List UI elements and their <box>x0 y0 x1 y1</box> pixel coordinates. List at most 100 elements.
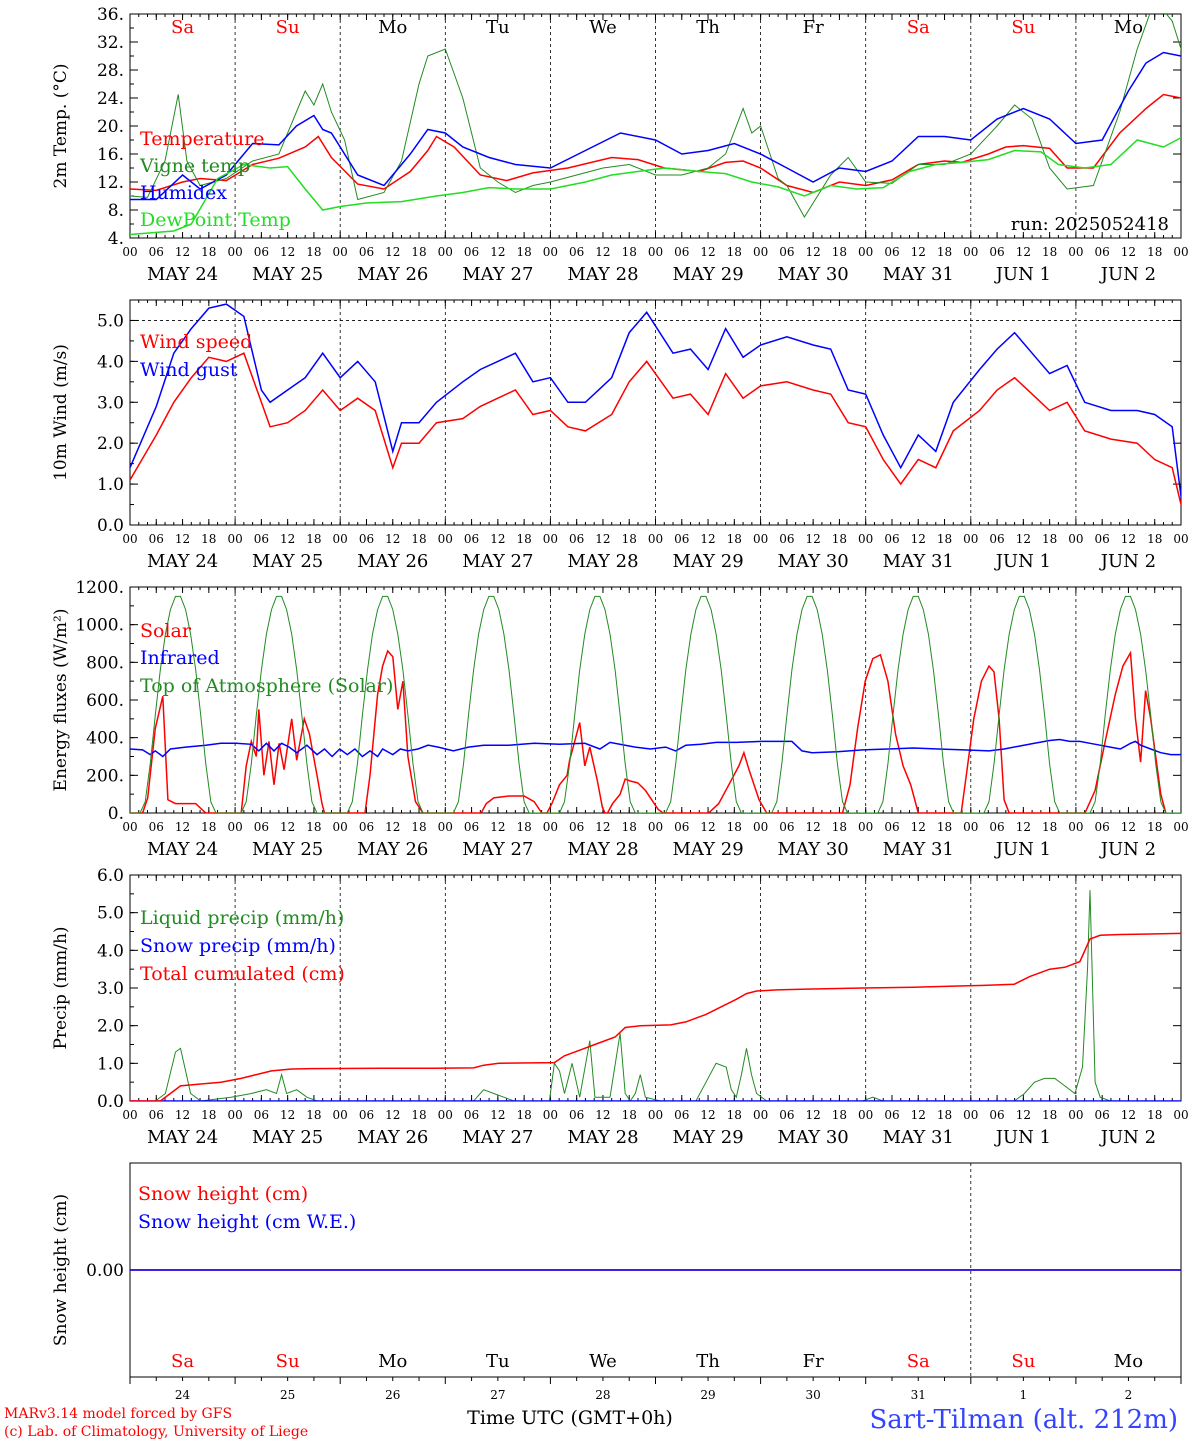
y-tick-label: 1.0 <box>97 475 124 495</box>
hour-tick-label: 00 <box>543 820 558 834</box>
legend-entry: Solar <box>140 620 192 642</box>
weekday-label: Mo <box>1114 17 1143 38</box>
date-label: MAY 24 <box>147 264 218 285</box>
hour-tick-label: 12 <box>595 820 610 834</box>
hour-tick-label: 00 <box>648 1108 663 1122</box>
hour-tick-label: 00 <box>227 1108 242 1122</box>
day-number-label: 26 <box>385 1388 400 1402</box>
hour-tick-label: 12 <box>1121 245 1136 259</box>
hour-tick-label: 18 <box>1042 820 1057 834</box>
hour-tick-label: 00 <box>858 820 873 834</box>
hour-tick-label: 12 <box>490 820 505 834</box>
hour-tick-label: 00 <box>333 245 348 259</box>
hour-tick-label: 18 <box>832 1108 847 1122</box>
hour-tick-label: 18 <box>516 532 531 546</box>
date-label: MAY 28 <box>567 839 638 860</box>
hour-tick-label: 06 <box>989 1108 1004 1122</box>
date-label: MAY 26 <box>357 839 428 860</box>
hour-tick-label: 06 <box>149 1108 164 1122</box>
hour-tick-label: 00 <box>227 532 242 546</box>
hour-tick-label: 00 <box>858 245 873 259</box>
hour-tick-label: 06 <box>359 532 374 546</box>
weekday-label: We <box>589 17 617 38</box>
hour-tick-label: 12 <box>700 820 715 834</box>
hour-tick-label: 00 <box>648 820 663 834</box>
hour-tick-label: 18 <box>306 245 321 259</box>
hour-tick-label: 06 <box>884 820 899 834</box>
date-label: MAY 27 <box>462 839 533 860</box>
hour-tick-label: 12 <box>806 245 821 259</box>
hour-tick-label: 00 <box>227 820 242 834</box>
hour-tick-label: 12 <box>280 532 295 546</box>
hour-tick-label: 00 <box>858 532 873 546</box>
date-label: MAY 24 <box>147 1127 218 1148</box>
hour-tick-label: 18 <box>306 820 321 834</box>
hour-tick-label: 00 <box>438 820 453 834</box>
legend-entry: Wind speed <box>140 331 252 353</box>
series-line-wind-speed <box>130 352 1181 506</box>
hour-tick-label: 06 <box>149 820 164 834</box>
hour-tick-label: 12 <box>175 820 190 834</box>
hour-tick-label: 18 <box>832 245 847 259</box>
hour-tick-label: 06 <box>569 820 584 834</box>
hour-tick-label: 06 <box>464 1108 479 1122</box>
hour-tick-label: 18 <box>832 532 847 546</box>
hour-tick-label: 18 <box>1042 245 1057 259</box>
series-group <box>130 303 1181 506</box>
series-group <box>130 14 1181 236</box>
panel-3: 00 06 12 18 00 06 12 18 00 06 12 18 00 06 12 18 00 06 12 18… <box>51 578 1189 860</box>
legend-entry: Infrared <box>140 647 220 669</box>
hour-tick-label: 18 <box>622 1108 637 1122</box>
hour-tick-label: 18 <box>516 1108 531 1122</box>
weekday-label: Sa <box>171 1351 194 1372</box>
hour-tick-label: 18 <box>937 532 952 546</box>
hour-tick-label: 18 <box>1042 1108 1057 1122</box>
hour-tick-label: 06 <box>779 1108 794 1122</box>
hour-tick-label: 00 <box>333 532 348 546</box>
hour-tick-label: 12 <box>700 1108 715 1122</box>
legend-entry: Top of Atmosphere (Solar) <box>140 675 393 697</box>
day-number-label: 25 <box>280 1388 295 1402</box>
hour-tick-label: 12 <box>595 245 610 259</box>
hour-tick-label: 06 <box>359 1108 374 1122</box>
date-label: MAY 26 <box>357 1127 428 1148</box>
hour-tick-label: 18 <box>1042 532 1057 546</box>
y-tick-label: 2.0 <box>97 1017 124 1037</box>
hour-tick-label: 12 <box>806 820 821 834</box>
hour-tick-label: 12 <box>280 1108 295 1122</box>
hour-tick-label: 06 <box>254 245 269 259</box>
hour-tick-label: 00 <box>227 245 242 259</box>
hour-tick-label: 00 <box>648 245 663 259</box>
hour-tick-label: 06 <box>779 245 794 259</box>
weekday-label: Sa <box>907 1351 930 1372</box>
day-number-label: 2 <box>1125 1388 1133 1402</box>
hour-tick-label: 00 <box>753 532 768 546</box>
hour-tick-label: 00 <box>1068 820 1083 834</box>
hour-tick-label: 06 <box>569 1108 584 1122</box>
run-annotation: run: 2025052418 <box>1011 214 1169 235</box>
hour-tick-label: 06 <box>1095 1108 1110 1122</box>
panel-1: 00 06 12 18 00 06 12 18 00 06 12 18 00 06 12 18 00 06 12 18… <box>51 5 1189 285</box>
hour-tick-label: 00 <box>1173 1108 1188 1122</box>
hour-tick-label: 12 <box>490 532 505 546</box>
hour-tick-label: 12 <box>1121 820 1136 834</box>
hour-tick-label: 12 <box>911 245 926 259</box>
hour-tick-label: 12 <box>1016 245 1031 259</box>
date-label: MAY 28 <box>567 1127 638 1148</box>
date-label: MAY 30 <box>778 1127 849 1148</box>
hour-tick-label: 18 <box>622 532 637 546</box>
series-line-top-of-atmosphere-solar- <box>130 595 1181 813</box>
hour-tick-label: 18 <box>937 1108 952 1122</box>
date-label: MAY 30 <box>778 839 849 860</box>
hour-tick-label: 00 <box>438 1108 453 1122</box>
footer-model-credit: MARv3.14 model forced by GFS <box>4 1406 232 1422</box>
y-axis-label: Precip (mm/h) <box>51 926 71 1049</box>
y-tick-label: 4. <box>108 229 124 249</box>
date-label: JUN 2 <box>1099 551 1156 572</box>
y-axis-label: Snow height (cm) <box>51 1194 71 1346</box>
hour-tick-label: 00 <box>122 245 137 259</box>
hour-tick-label: 06 <box>254 820 269 834</box>
hour-tick-label: 06 <box>1095 245 1110 259</box>
weekday-label: Su <box>276 1351 300 1372</box>
y-tick-label: 8. <box>108 201 124 221</box>
